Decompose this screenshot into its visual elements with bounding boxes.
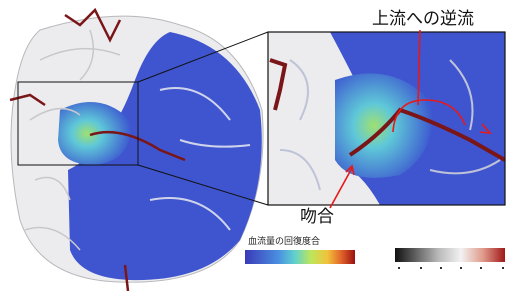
recovery-colorbar — [245, 250, 355, 264]
figure: 上流への逆流 吻合 血流量の回復度合 — [0, 0, 507, 291]
vessel-colorbar — [395, 248, 505, 262]
brain-render — [10, 10, 268, 291]
anastomosis-label: 吻合 — [300, 207, 334, 226]
inset-view — [268, 32, 505, 205]
colorbar-label: 血流量の回復度合 — [248, 235, 320, 246]
backflow-label: 上流への逆流 — [372, 9, 474, 28]
